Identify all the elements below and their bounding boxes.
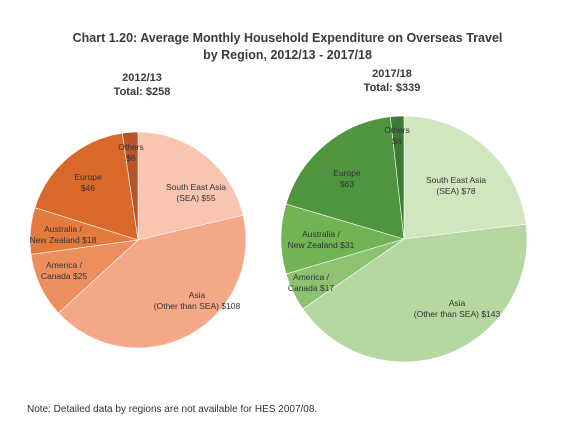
pie-2012-title: 2012/13	[122, 72, 162, 84]
pie-0-slice-3-label: Australia / New Zealand $18	[30, 224, 97, 245]
pie-1-slice-0-label-line-1: (SEA) $78	[436, 186, 475, 196]
pie-1-slice-5-label-line-0: Others	[384, 125, 410, 135]
pie-0-slice-2-label-line-1: Canada $25	[41, 271, 88, 281]
pie-0-slice-1	[58, 214, 247, 349]
pie-2012: South East Asia (SEA) $55 Asia (Other than …	[30, 131, 247, 349]
pie-2012-total: Total: $258	[113, 86, 171, 98]
pie-1-slice-4-label: Europe $63	[333, 168, 361, 189]
pie-2012-header: 2012/13 Total: $258	[82, 71, 202, 99]
pie-0-slice-4-label-line-0: Europe	[74, 172, 102, 182]
pie-0-slice-5	[121, 131, 139, 241]
pie-0-slice-4-label: Europe $46	[74, 172, 102, 193]
pie-1-slice-4-label-line-0: Europe	[333, 168, 361, 178]
pie-1-slice-5	[389, 115, 405, 240]
pie-1-slice-4	[285, 116, 405, 240]
pie-0-slice-2-label: America / Canada $25	[41, 260, 88, 281]
pie-0-slice-0-label-line-0: South East Asia	[166, 182, 226, 192]
footnote: Note: Detailed data by regions are not a…	[27, 404, 318, 415]
pie-0-slice-1-label: Asia (Other than SEA) $108	[154, 290, 241, 311]
pie-2017-total: Total: $339	[363, 82, 421, 94]
pie-0-slice-0-label-line-1: (SEA) $55	[176, 193, 215, 203]
chart-title-line-2: by Region, 2012/13 - 2017/18	[203, 48, 372, 62]
pie-0-slice-0-label: South East Asia (SEA) $55	[166, 182, 226, 203]
pie-1-slice-1-label-line-0: Asia	[449, 298, 466, 308]
pie-1-slice-1-label: Asia (Other than SEA) $143	[414, 298, 501, 319]
pie-1-slice-3-label-line-0: Australia /	[302, 229, 340, 239]
pie-2017-header: 2017/18 Total: $339	[332, 67, 452, 95]
pie-0-slice-0	[137, 131, 244, 241]
pie-1-slice-3-label-line-1: New Zealand $31	[288, 240, 355, 250]
pie-0-slice-3-label-line-1: New Zealand $18	[30, 235, 97, 245]
pie-0-slice-4	[34, 132, 139, 241]
pie-2017-title: 2017/18	[372, 68, 412, 80]
chart-title-line-1: Chart 1.20: Average Monthly Household Ex…	[72, 31, 503, 45]
pie-1-slice-2-label: America / Canada $17	[288, 272, 335, 293]
pie-1-slice-5-label-line-1: $6	[392, 136, 402, 146]
pie-2017: South East Asia (SEA) $78 Asia (Other than …	[280, 115, 528, 363]
pie-0-slice-5-label: Others $6	[118, 142, 144, 163]
pie-1-slice-3-label: Australia / New Zealand $31	[288, 229, 355, 250]
chart-title: Chart 1.20: Average Monthly Household Ex…	[0, 30, 575, 64]
pie-1-slice-4-label-line-1: $63	[340, 179, 354, 189]
pie-1-slice-1	[302, 223, 528, 363]
pie-1-slice-5-label: Others $6	[384, 125, 410, 146]
pie-1-slice-2-label-line-1: Canada $17	[288, 283, 335, 293]
pie-1-slice-0-label-line-0: South East Asia	[426, 175, 486, 185]
pie-0-slice-4-label-line-1: $46	[81, 183, 95, 193]
pie-1-slice-1-label-line-1: (Other than SEA) $143	[414, 309, 501, 319]
pie-0-slice-2-label-line-0: America /	[46, 260, 83, 270]
pie-0-slice-1-label-line-1: (Other than SEA) $108	[154, 301, 241, 311]
pie-0-slice-1-label-line-0: Asia	[189, 290, 206, 300]
pie-1-slice-2-label-line-0: America /	[293, 272, 330, 282]
pie-0-slice-5-label-line-1: $6	[126, 153, 136, 163]
pie-1-slice-0	[403, 115, 527, 240]
pie-0-slice-5-label-line-0: Others	[118, 142, 144, 152]
pie-0-slice-3-label-line-0: Australia /	[44, 224, 82, 234]
pie-1-slice-0-label: South East Asia (SEA) $78	[426, 175, 486, 196]
